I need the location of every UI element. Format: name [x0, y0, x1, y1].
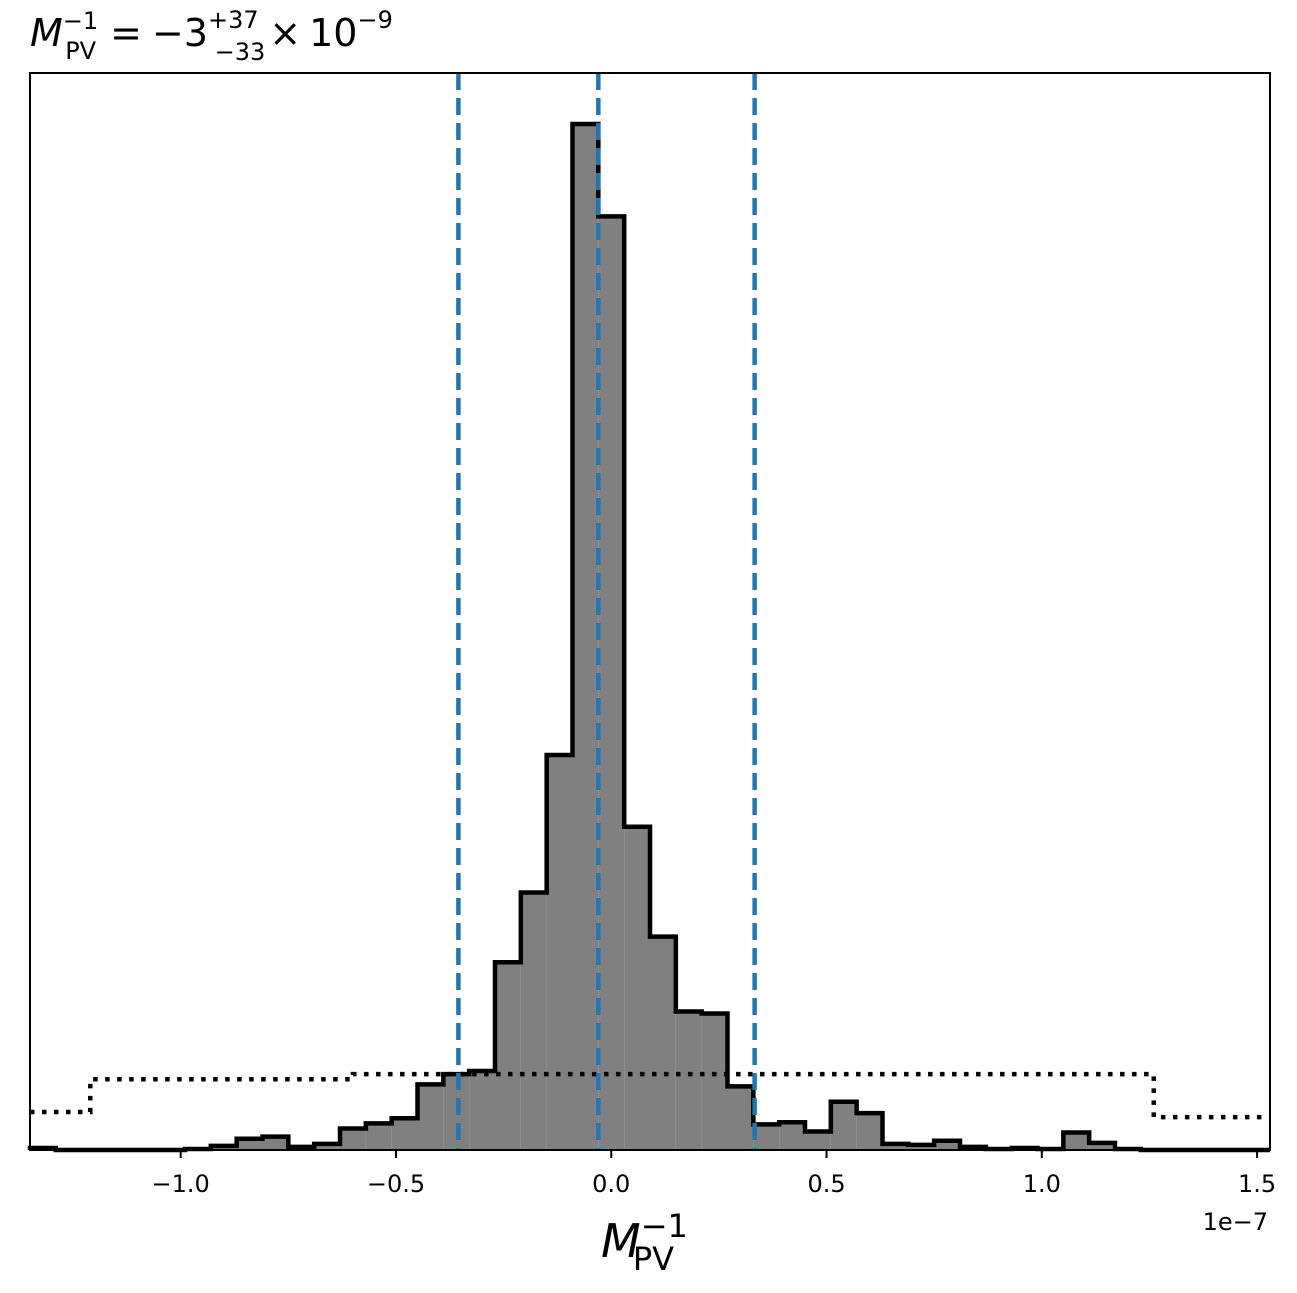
histogram-bar [1063, 1132, 1090, 1150]
histogram-bar [701, 1013, 728, 1150]
histogram-bar [598, 216, 625, 1151]
x-axis-offset-label: 1e−7 [1203, 1208, 1268, 1236]
histogram-bar [417, 1084, 444, 1150]
histogram-bar [236, 1138, 263, 1150]
histogram-bar [675, 1011, 702, 1150]
histogram-bar [365, 1123, 392, 1150]
histogram-bar [391, 1118, 418, 1150]
x-axis-label: M−1 PV [601, 1207, 688, 1278]
histogram-bar [882, 1143, 909, 1150]
histogram-bar [572, 124, 599, 1150]
histogram-bar [624, 826, 650, 1150]
chart-title: M−1 PV = −3+37 −33 × 10−9 [30, 6, 393, 66]
histogram-bar [314, 1143, 340, 1150]
x-tick-label: 0.5 [807, 1170, 845, 1198]
histogram-bar [262, 1136, 289, 1150]
x-axis-ticks: −1.0 −0.5 0.0 0.5 1.0 1.5 [152, 1150, 1276, 1198]
axes-frame [29, 72, 1271, 1151]
histogram-bar [856, 1113, 883, 1150]
histogram-bar [520, 892, 547, 1150]
x-tick-label: −1.0 [152, 1170, 210, 1198]
x-tick-label: 0.0 [592, 1170, 630, 1198]
histogram-bar [727, 1086, 754, 1150]
x-tick-label: −0.5 [367, 1170, 425, 1198]
histogram-bar [908, 1144, 935, 1150]
histogram-bar [779, 1122, 805, 1150]
x-tick-label: 1.0 [1023, 1170, 1061, 1198]
histogram-bar [805, 1131, 831, 1150]
histogram-bar [340, 1128, 366, 1150]
histogram-bar [934, 1140, 960, 1150]
histogram-outline [27, 121, 1270, 1153]
histogram-bar [495, 962, 521, 1150]
histogram-bars [30, 124, 1141, 1151]
histogram-bar [469, 1070, 495, 1150]
histogram-bar [1089, 1142, 1115, 1150]
histogram-bar [650, 936, 676, 1150]
histogram-bar [546, 754, 573, 1150]
quantile-lines [456, 73, 757, 1150]
histogram-bar [830, 1101, 857, 1150]
x-tick-label: 1.5 [1238, 1170, 1276, 1198]
histogram-bar [753, 1124, 780, 1150]
